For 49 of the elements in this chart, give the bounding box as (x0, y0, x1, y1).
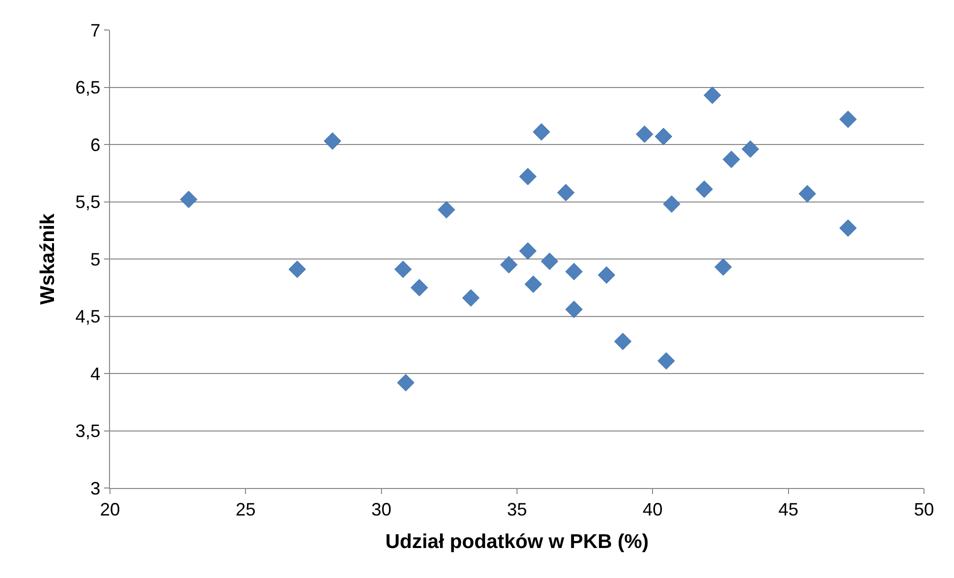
point (410, 278, 428, 296)
y-tick-label: 6,5 (75, 78, 100, 98)
point (540, 252, 558, 270)
point (704, 86, 722, 104)
y-tick-label: 5 (90, 249, 100, 270)
y-tick-label: 5,5 (75, 192, 100, 212)
point (324, 132, 342, 150)
x-tick-label: 45 (778, 500, 798, 520)
point (696, 180, 713, 198)
point (438, 201, 456, 218)
point (557, 184, 575, 202)
point (839, 110, 857, 128)
x-tick-label: 40 (642, 500, 663, 520)
y-tick-label: 6 (90, 134, 100, 155)
point (394, 260, 412, 278)
x-tick-label: 20 (100, 500, 120, 520)
point (519, 168, 537, 186)
y-tick-label: 4 (90, 364, 100, 384)
point (519, 242, 537, 260)
point (565, 300, 583, 318)
y-axis-title: Wskaźnik (36, 212, 59, 305)
y-tick-label: 3,5 (75, 421, 100, 442)
point (500, 256, 518, 274)
point (397, 374, 414, 392)
point (798, 185, 816, 202)
point (654, 128, 672, 146)
y-tick-label: 7 (90, 20, 100, 40)
x-tick-label: 35 (506, 500, 528, 520)
point (288, 260, 306, 278)
point (598, 266, 616, 284)
point (636, 126, 654, 143)
x-axis-title: Udział podatków w PKB (%) (385, 531, 649, 554)
y-tick-label: 3 (90, 478, 100, 498)
point (614, 332, 632, 350)
point (532, 123, 550, 141)
point (714, 258, 732, 276)
point (524, 275, 542, 293)
x-tick-label: 50 (914, 500, 934, 520)
y-tick-label: 4,5 (75, 306, 100, 327)
point (180, 190, 198, 208)
point (722, 150, 740, 168)
point (462, 289, 480, 307)
point (839, 219, 857, 237)
x-tick-label: 25 (236, 500, 256, 520)
point (565, 262, 583, 280)
x-tick-label: 30 (371, 500, 392, 520)
point (742, 140, 760, 158)
point (662, 195, 680, 213)
point (658, 352, 675, 370)
